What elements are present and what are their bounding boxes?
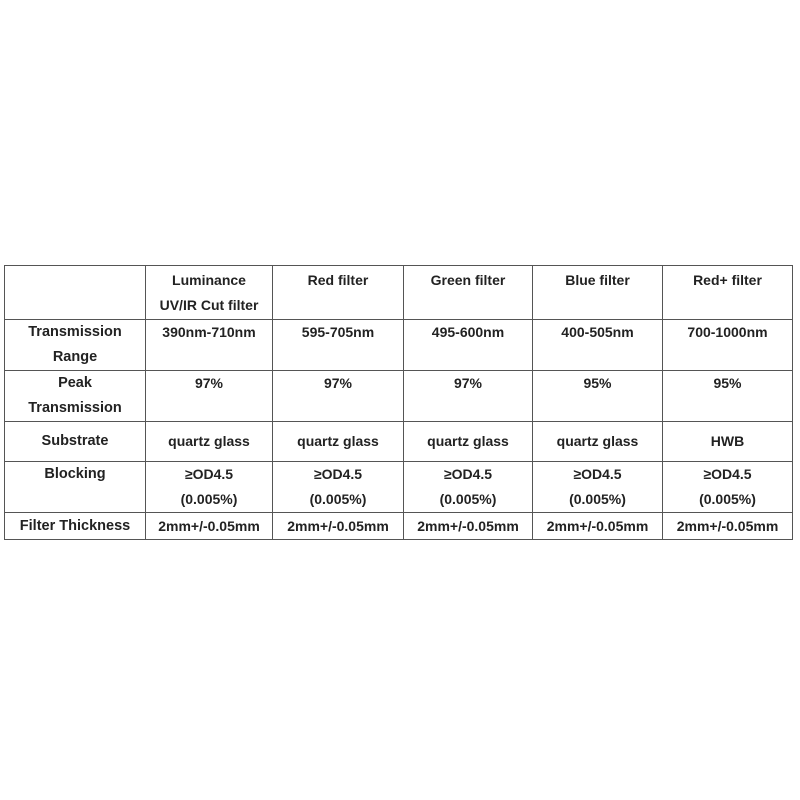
row-header: Blocking	[4, 461, 146, 513]
cell-line: (0.005%)	[699, 491, 756, 507]
table-cell: 2mm+/-0.05mm	[403, 512, 533, 540]
table-cell: 495-600nm	[403, 319, 533, 371]
header-row: Luminance UV/IR Cut filter Red filter Green…	[4, 265, 793, 320]
table-cell: ≥OD4.5 (0.005%)	[662, 461, 793, 513]
table-cell: ≥OD4.5 (0.005%)	[403, 461, 533, 513]
table-cell: 390nm-710nm	[145, 319, 273, 371]
table-cell: quartz glass	[145, 421, 273, 462]
cell-line: ≥OD4.5	[184, 466, 234, 482]
table-cell: quartz glass	[532, 421, 663, 462]
cell-line: Luminance	[172, 272, 246, 288]
table-cell: 95%	[532, 370, 663, 422]
table-cell: ≥OD4.5 (0.005%)	[145, 461, 273, 513]
row-header: Substrate	[4, 421, 146, 462]
table-cell: 97%	[145, 370, 273, 422]
table-row: Blocking ≥OD4.5 (0.005%) ≥OD4.5 (0.005%) ≥OD4…	[4, 461, 793, 513]
corner-cell	[4, 265, 146, 320]
cell-line: ≥OD4.5	[703, 466, 752, 482]
table-cell: 2mm+/-0.05mm	[272, 512, 404, 540]
table-cell: HWB	[662, 421, 793, 462]
column-header: Red+ filter	[662, 265, 793, 320]
table-cell: 2mm+/-0.05mm	[532, 512, 663, 540]
cell-line: ≥OD4.5	[313, 466, 363, 482]
table-row: Transmission Range 390nm-710nm 595-705nm 495…	[4, 319, 793, 371]
table-cell: ≥OD4.5 (0.005%)	[272, 461, 404, 513]
cell-line: ≥OD4.5	[443, 466, 493, 482]
cell-line: UV/IR Cut filter	[159, 297, 259, 313]
filter-spec-table: Luminance UV/IR Cut filter Red filter Green…	[4, 265, 793, 540]
cell-line: (0.005%)	[309, 491, 367, 507]
column-header: Green filter	[403, 265, 533, 320]
column-header: Blue filter	[532, 265, 663, 320]
cell-line: Peak	[58, 375, 92, 391]
table-row: Substrate quartz glass quartz glass quartz …	[4, 421, 793, 462]
row-header: Filter Thickness	[4, 512, 146, 540]
table-cell: quartz glass	[272, 421, 404, 462]
table-cell: ≥OD4.5 (0.005%)	[532, 461, 663, 513]
cell-line: (0.005%)	[569, 491, 626, 507]
cell-line: (0.005%)	[439, 491, 497, 507]
table-row: Peak Transmission 97% 97% 97% 95% 95%	[4, 370, 793, 422]
table-cell: 595-705nm	[272, 319, 404, 371]
cell-line: Transmission	[28, 400, 122, 416]
cell-line: ≥OD4.5	[573, 466, 622, 482]
table-cell: 97%	[403, 370, 533, 422]
column-header: Red filter	[272, 265, 404, 320]
row-header: Transmission Range	[4, 319, 146, 371]
column-header: Luminance UV/IR Cut filter	[145, 265, 273, 320]
table-cell: quartz glass	[403, 421, 533, 462]
cell-line: Transmission	[28, 324, 122, 340]
table-cell: 2mm+/-0.05mm	[662, 512, 793, 540]
table-cell: 95%	[662, 370, 793, 422]
row-header: Peak Transmission	[4, 370, 146, 422]
table-cell: 700-1000nm	[662, 319, 793, 371]
cell-line: (0.005%)	[180, 491, 238, 507]
table-cell: 2mm+/-0.05mm	[145, 512, 273, 540]
table-row: Filter Thickness 2mm+/-0.05mm 2mm+/-0.05mm…	[4, 512, 793, 540]
table-cell: 97%	[272, 370, 404, 422]
table-cell: 400-505nm	[532, 319, 663, 371]
cell-line: Range	[52, 349, 98, 365]
